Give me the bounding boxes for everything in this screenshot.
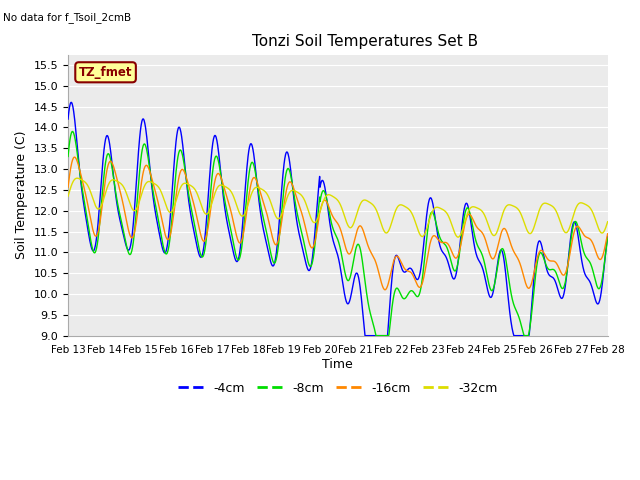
Y-axis label: Soil Temperature (C): Soil Temperature (C) [15, 131, 28, 259]
Text: TZ_fmet: TZ_fmet [79, 66, 132, 79]
Legend: -4cm, -8cm, -16cm, -32cm: -4cm, -8cm, -16cm, -32cm [173, 377, 502, 400]
X-axis label: Time: Time [323, 358, 353, 371]
Text: No data for f_Tsoil_2cmB: No data for f_Tsoil_2cmB [3, 12, 131, 23]
Title: Tonzi Soil Temperatures Set B: Tonzi Soil Temperatures Set B [252, 34, 478, 49]
